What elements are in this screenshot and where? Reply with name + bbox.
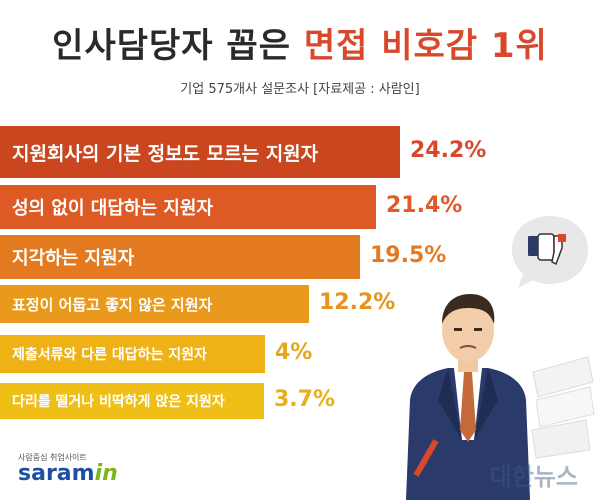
paper-stack-illustration [531, 356, 595, 459]
thumbs-down-icon [512, 216, 588, 288]
bar-4: 표정이 어둡고 좋지 않은 지원자 [0, 285, 309, 323]
bar-value-4: 12.2% [319, 290, 396, 315]
bar-1: 지원회사의 기본 정보도 모르는 지원자 [0, 126, 400, 178]
subtitle: 기업 575개사 설문조사 [자료제공 : 사람인] [180, 82, 420, 97]
page-title: 인사담당자 꼽은 면접 비호감 1위 [0, 18, 600, 67]
bar-value-1: 24.2% [410, 138, 487, 163]
title-highlight: 면접 비호감 1위 [303, 26, 548, 66]
logo-brand: saramin [18, 463, 118, 485]
bar-value-6: 3.7% [274, 387, 336, 412]
logo-brand-main: saram [18, 461, 95, 486]
logo-brand-accent: in [94, 461, 118, 486]
bar-2: 성의 없이 대답하는 지원자 [0, 185, 376, 229]
interviewer-illustration [406, 294, 530, 500]
bar-value-3: 19.5% [370, 243, 447, 268]
bar-label-5: 제출서류와 다른 대답하는 지원자 [12, 347, 207, 363]
title-plain: 인사담당자 꼽은 [52, 26, 304, 66]
bar-6: 다리를 떨거나 비딱하게 앉은 지원자 [0, 383, 264, 419]
bar-label-1: 지원회사의 기본 정보도 모르는 지원자 [12, 142, 319, 165]
bar-label-2: 성의 없이 대답하는 지원자 [12, 198, 213, 219]
saramin-logo: 사람중심 취업사이트 saramin [18, 452, 118, 485]
bar-value-5: 4% [275, 340, 313, 365]
logo-tagline: 사람중심 취업사이트 [18, 453, 87, 462]
watermark: 대한뉴스 [489, 463, 578, 491]
bar-label-6: 다리를 떨거나 비딱하게 앉은 지원자 [12, 394, 225, 410]
bar-5: 제출서류와 다른 대답하는 지원자 [0, 335, 265, 373]
bar-value-2: 21.4% [386, 193, 463, 218]
bar-label-4: 표정이 어둡고 좋지 않은 지원자 [12, 295, 213, 314]
bar-label-3: 지각하는 지원자 [12, 248, 135, 269]
bar-3: 지각하는 지원자 [0, 235, 360, 279]
